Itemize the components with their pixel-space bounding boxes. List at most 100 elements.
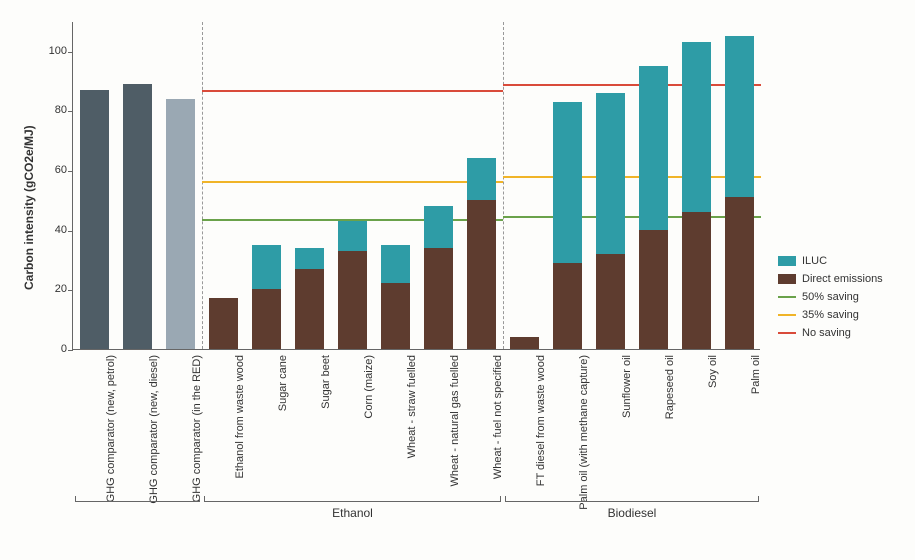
x-label-ghg_red: GHG comparator (in the RED) xyxy=(191,355,203,502)
y-tick xyxy=(68,171,73,172)
group-divider xyxy=(503,22,504,349)
x-label-wheat_straw: Wheat - straw fuelled xyxy=(406,355,418,458)
bar-sugar_beet xyxy=(295,248,324,349)
bar-segment-direct xyxy=(252,289,281,349)
bar-segment-direct xyxy=(381,283,410,349)
bar-eth_wastewood xyxy=(209,298,238,349)
bar-segment-direct xyxy=(209,298,238,349)
x-label-palm_methane: Palm oil (with methane capture) xyxy=(578,355,590,510)
plot-area: 020406080100GHG comparator (new, petrol)… xyxy=(72,22,760,350)
bar-palm xyxy=(725,36,754,349)
threshold-saving_50 xyxy=(503,216,761,218)
bar-wheat_straw xyxy=(381,245,410,349)
x-label-wheat_ng: Wheat - natural gas fuelled xyxy=(449,355,461,486)
bar-segment-iluc xyxy=(725,36,754,197)
bar-segment-direct xyxy=(510,337,539,349)
carbon-intensity-chart: Carbon intensity (gCO2e/MJ) 020406080100… xyxy=(0,0,915,560)
legend-item: Direct emissions xyxy=(778,273,883,285)
y-tick-label: 0 xyxy=(61,343,67,355)
x-label-ft_wastewood: FT diesel from waste wood xyxy=(535,355,547,486)
legend-box-swatch xyxy=(778,274,796,284)
bar-segment-iluc xyxy=(596,93,625,254)
bar-sugar_cane xyxy=(252,245,281,349)
bar-soy xyxy=(682,42,711,349)
bar-segment-iluc xyxy=(639,66,668,230)
legend-label: ILUC xyxy=(802,255,827,267)
bar-segment-iluc xyxy=(424,206,453,248)
y-tick xyxy=(68,350,73,351)
legend-line-swatch xyxy=(778,296,796,298)
bar-segment-direct xyxy=(639,230,668,349)
bar-wheat_ng xyxy=(424,206,453,349)
bar-segment-direct xyxy=(295,269,324,350)
bar-ghg_diesel xyxy=(123,84,152,349)
bar-segment-iluc xyxy=(682,42,711,212)
bar-palm_methane xyxy=(553,102,582,349)
legend: ILUC Direct emissions 50% saving 35% saving… xyxy=(778,255,883,345)
threshold-no_saving xyxy=(503,84,761,86)
bar-segment-iluc xyxy=(381,245,410,284)
bar-segment-comparator xyxy=(80,90,109,349)
x-label-palm: Palm oil xyxy=(750,355,762,394)
legend-box-swatch xyxy=(778,256,796,266)
bar-segment-direct xyxy=(553,263,582,349)
bar-rapeseed xyxy=(639,66,668,349)
bar-segment-comparator xyxy=(166,99,195,349)
legend-item: 50% saving xyxy=(778,291,883,303)
group-bracket-comparators xyxy=(75,496,200,502)
x-label-sugar_beet: Sugar beet xyxy=(320,355,332,409)
y-tick-label: 80 xyxy=(55,104,67,116)
y-tick xyxy=(68,231,73,232)
bar-wheat_unspec xyxy=(467,158,496,349)
bar-segment-direct xyxy=(424,248,453,349)
legend-label: 50% saving xyxy=(802,291,859,303)
bar-segment-direct xyxy=(682,212,711,349)
legend-label: No saving xyxy=(802,327,851,339)
y-axis-label: Carbon intensity (gCO2e/MJ) xyxy=(22,125,36,290)
bar-corn xyxy=(338,221,367,349)
y-tick xyxy=(68,290,73,291)
bar-ft_wastewood xyxy=(510,337,539,349)
bar-segment-direct xyxy=(338,251,367,349)
bar-segment-iluc xyxy=(295,248,324,269)
x-label-wheat_unspec: Wheat - fuel not specified xyxy=(492,355,504,479)
group-divider xyxy=(202,22,203,349)
x-label-ghg_petrol: GHG comparator (new, petrol) xyxy=(105,355,117,502)
threshold-saving_35 xyxy=(202,181,503,183)
bar-ghg_red xyxy=(166,99,195,349)
bar-segment-iluc xyxy=(252,245,281,290)
y-tick-label: 100 xyxy=(49,45,67,57)
bar-segment-iluc xyxy=(467,158,496,200)
bar-segment-direct xyxy=(725,197,754,349)
x-label-sunflower: Sunflower oil xyxy=(621,355,633,418)
bar-segment-direct xyxy=(596,254,625,349)
y-tick xyxy=(68,52,73,53)
y-tick-label: 40 xyxy=(55,224,67,236)
threshold-no_saving xyxy=(202,90,503,92)
bar-segment-iluc xyxy=(338,221,367,251)
bar-segment-iluc xyxy=(553,102,582,263)
x-label-ghg_diesel: GHG comparator (new, diesel) xyxy=(148,355,160,504)
y-tick xyxy=(68,111,73,112)
group-label-ethanol: Ethanol xyxy=(204,506,501,520)
y-tick-label: 20 xyxy=(55,283,67,295)
y-tick-label: 60 xyxy=(55,164,67,176)
x-label-soy: Soy oil xyxy=(707,355,719,388)
x-label-sugar_cane: Sugar cane xyxy=(277,355,289,411)
group-label-biodiesel: Biodiesel xyxy=(505,506,759,520)
x-label-corn: Corn (maize) xyxy=(363,355,375,419)
legend-line-swatch xyxy=(778,332,796,334)
threshold-saving_35 xyxy=(503,176,761,178)
group-bracket-biodiesel xyxy=(505,496,759,502)
bar-sunflower xyxy=(596,93,625,349)
legend-label: Direct emissions xyxy=(802,273,883,285)
bar-ghg_petrol xyxy=(80,90,109,349)
x-label-eth_wastewood: Ethanol from waste wood xyxy=(234,355,246,479)
legend-label: 35% saving xyxy=(802,309,859,321)
group-bracket-ethanol xyxy=(204,496,501,502)
x-label-rapeseed: Rapeseed oil xyxy=(664,355,676,419)
bar-segment-direct xyxy=(467,200,496,349)
bar-segment-comparator xyxy=(123,84,152,349)
legend-line-swatch xyxy=(778,314,796,316)
legend-item: No saving xyxy=(778,327,883,339)
